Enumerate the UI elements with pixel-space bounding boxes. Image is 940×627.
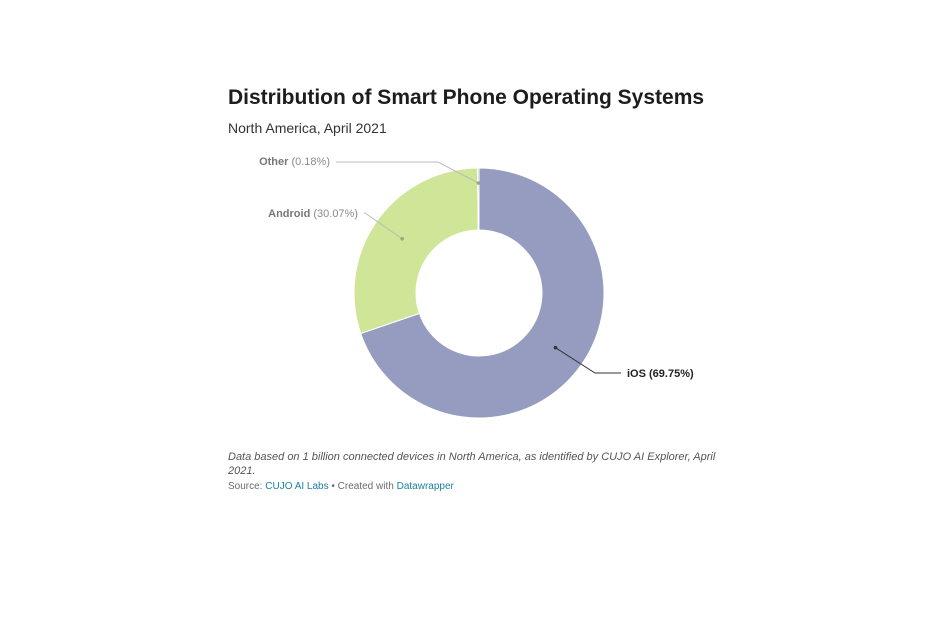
slice-android bbox=[353, 167, 479, 335]
datawrapper-link[interactable]: Datawrapper bbox=[396, 481, 454, 492]
chart-source: Source: CUJO AI Labs • Created with Data… bbox=[228, 481, 454, 492]
leader-line-android bbox=[364, 212, 403, 240]
source-separator: • Created with bbox=[328, 481, 397, 492]
chart-notes: Data based on 1 billion connected device… bbox=[228, 451, 716, 477]
label-anchor-dot-other bbox=[476, 181, 481, 185]
slice-ios bbox=[360, 167, 605, 419]
slice-label-ios: iOS (69.75%) bbox=[627, 368, 694, 380]
slice-other bbox=[477, 167, 480, 231]
slice-label-other: Other (0.18%) bbox=[259, 156, 330, 168]
label-anchor-dot-android bbox=[400, 236, 405, 241]
chart-subtitle: North America, April 2021 bbox=[228, 120, 387, 136]
label-anchor-dot-ios bbox=[553, 345, 558, 350]
chart-title: Distribution of Smart Phone Operating Sy… bbox=[228, 86, 705, 109]
source-prefix: Source: bbox=[228, 481, 266, 492]
source-link[interactable]: CUJO AI Labs bbox=[265, 481, 329, 492]
leader-line-other bbox=[336, 161, 479, 184]
slice-label-android: Android (30.07%) bbox=[268, 208, 358, 220]
leader-line-ios bbox=[555, 347, 621, 374]
